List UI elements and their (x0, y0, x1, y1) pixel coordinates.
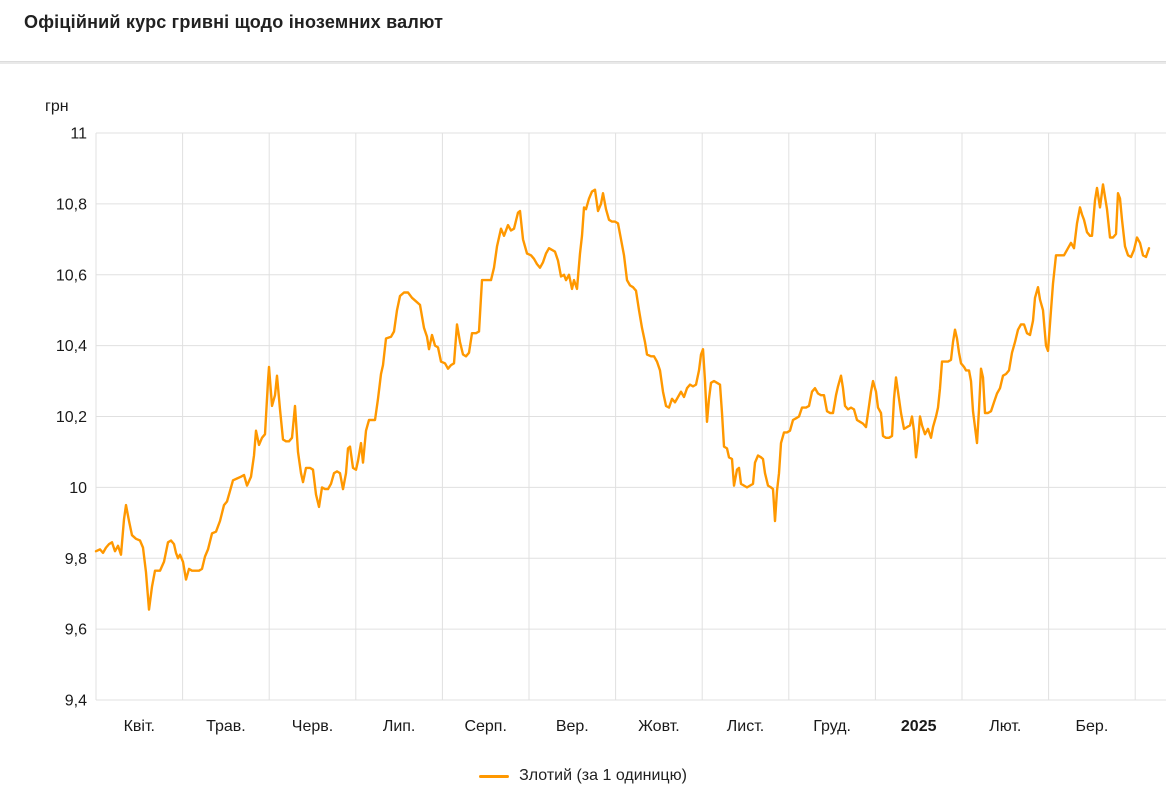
x-tick-label: Серп. (464, 718, 506, 735)
x-tick-label: Лип. (383, 718, 416, 735)
y-tick-label: 10 (69, 480, 87, 497)
x-tick-label: Бер. (1076, 718, 1109, 735)
title-divider (0, 61, 1166, 64)
x-tick-label: Лист. (727, 718, 764, 735)
y-tick-label: 9,6 (65, 622, 87, 639)
y-tick-label: 11 (70, 126, 87, 143)
y-tick-label: 9,4 (65, 693, 87, 710)
x-tick-label: Груд. (813, 718, 851, 735)
y-tick-label: 10,6 (56, 267, 87, 284)
y-tick-label: 10,4 (56, 338, 87, 355)
legend-label: Злотий (за 1 одиницю) (519, 767, 687, 784)
x-tick-label: Квіт. (124, 718, 155, 735)
x-tick-label: 2025 (901, 718, 937, 735)
legend-line-marker (479, 774, 510, 778)
legend-item-zloty[interactable]: Злотий (за 1 одиницю) (0, 764, 1166, 788)
y-tick-label: 9,8 (65, 551, 87, 568)
y-tick-label: 10,2 (56, 409, 87, 426)
x-tick-label: Лют. (989, 718, 1021, 735)
x-tick-label: Трав. (206, 718, 246, 735)
x-tick-label: Вер. (556, 718, 589, 735)
series-line-zloty (94, 183, 1151, 611)
x-tick-label: Жовт. (638, 718, 680, 735)
y-tick-label: 10,8 (56, 196, 87, 213)
y-axis-unit-label: грн (45, 98, 69, 115)
x-tick-label: Черв. (292, 718, 333, 735)
page-title: Офіційний курс гривні щодо іноземних вал… (24, 12, 444, 32)
